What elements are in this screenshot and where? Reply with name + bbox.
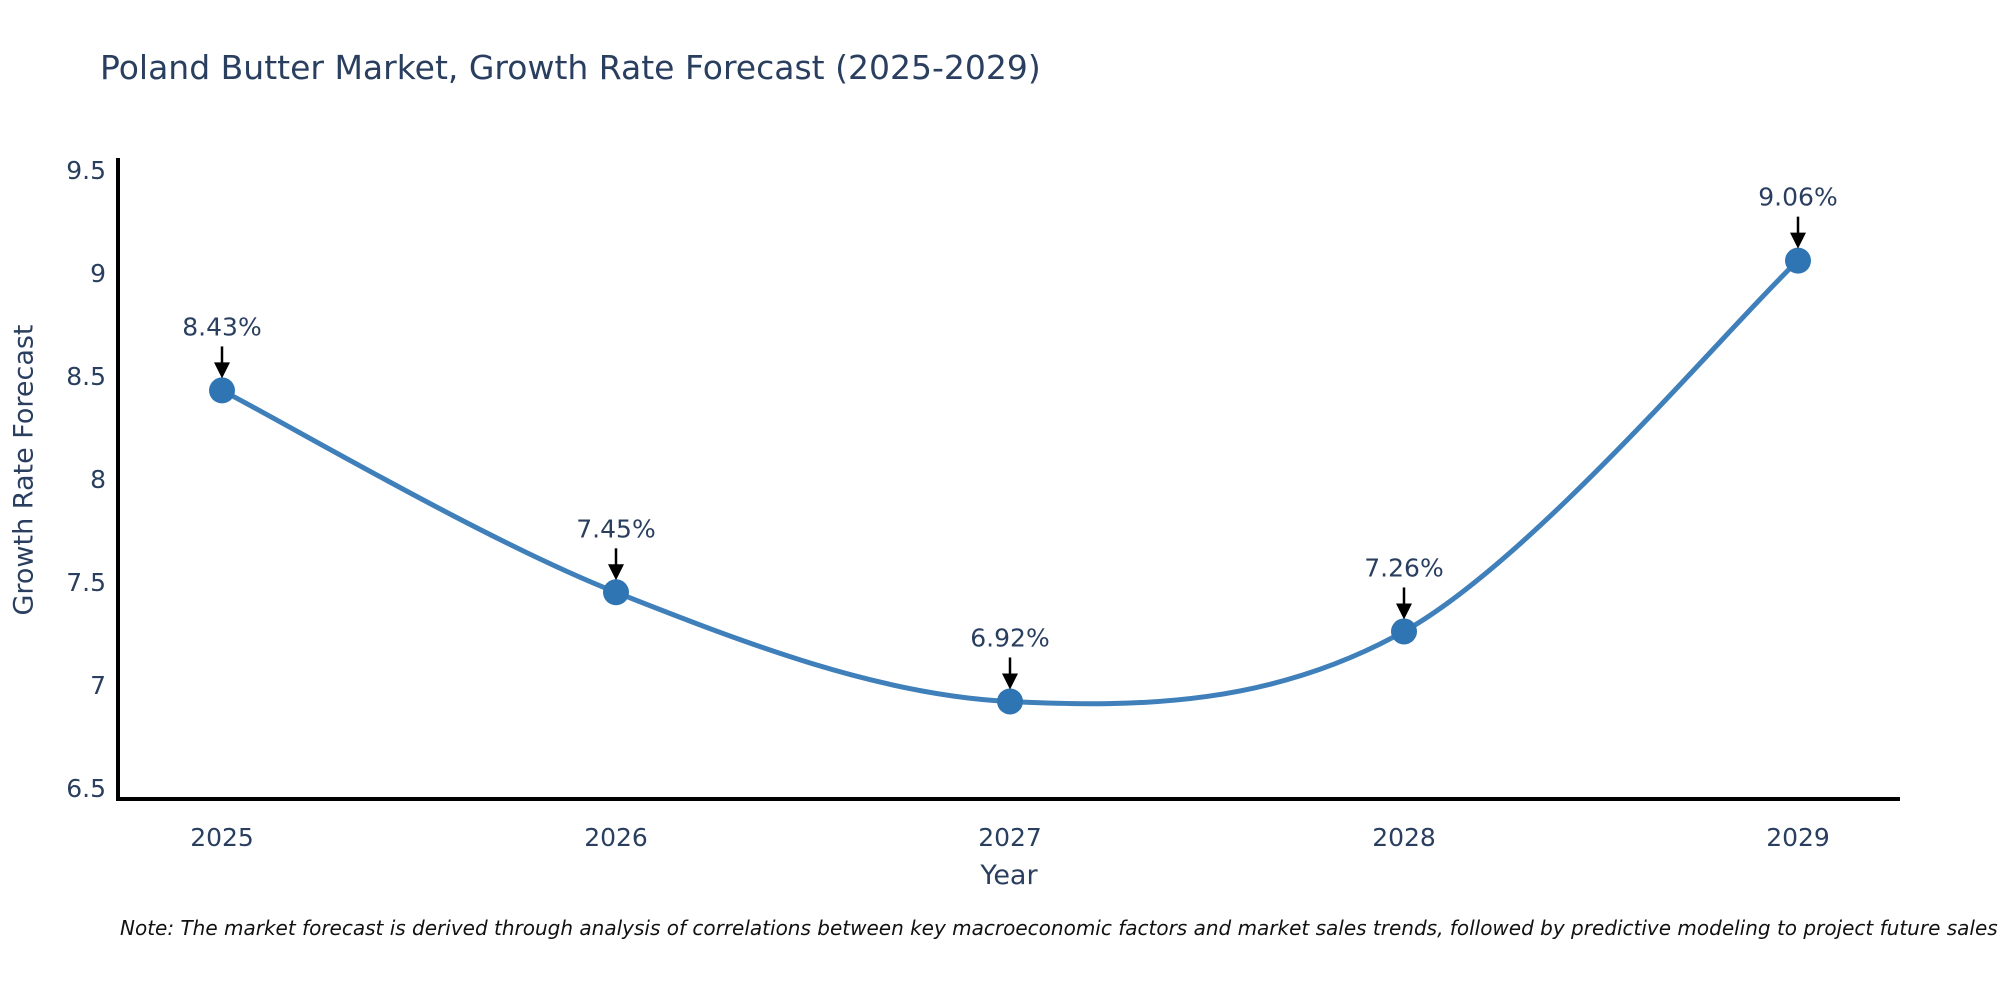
point-annotation-label: 8.43% [182, 312, 261, 341]
y-tick-label: 7 [90, 671, 106, 700]
chart-title: Poland Butter Market, Growth Rate Foreca… [100, 48, 1041, 87]
x-tick-label: 2026 [584, 823, 648, 852]
y-tick-label: 9 [90, 259, 106, 288]
annotation-arrowhead [214, 362, 230, 379]
data-point-marker [603, 579, 629, 606]
x-tick-label: 2025 [190, 823, 254, 852]
x-tick-label: 2028 [1372, 823, 1436, 852]
annotation-arrowhead [1002, 673, 1018, 690]
y-tick-label: 6.5 [66, 774, 106, 803]
data-point-marker [997, 688, 1023, 715]
y-axis-title: Growth Rate Forecast [8, 324, 40, 616]
annotation-arrowhead [1396, 603, 1412, 620]
y-tick-label: 7.5 [66, 568, 106, 597]
x-tick-label: 2029 [1766, 823, 1830, 852]
point-annotation-label: 9.06% [1758, 183, 1837, 212]
point-annotation-label: 7.26% [1364, 553, 1443, 582]
y-tick-label: 8.5 [66, 362, 106, 391]
data-point-marker [209, 377, 235, 404]
data-point-marker [1391, 618, 1417, 645]
footnote-text: Note: The market forecast is derived thr… [120, 916, 1998, 940]
point-annotation-label: 6.92% [970, 623, 1049, 652]
y-tick-label: 8 [90, 465, 106, 494]
x-axis-title: Year [980, 860, 1038, 891]
point-annotation-label: 7.45% [576, 514, 655, 543]
annotation-arrowhead [608, 564, 624, 581]
data-point-marker [1785, 247, 1811, 274]
annotation-arrowhead [1790, 232, 1806, 249]
x-tick-label: 2027 [978, 823, 1042, 852]
y-tick-label: 9.5 [66, 156, 106, 185]
